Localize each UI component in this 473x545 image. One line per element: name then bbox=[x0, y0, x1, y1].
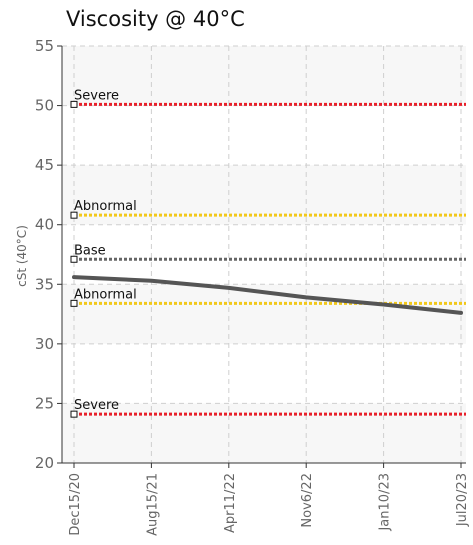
chart-title: Viscosity @ 40°C bbox=[66, 7, 245, 31]
reference-label: Severe bbox=[74, 398, 119, 413]
y-tick-label: 40 bbox=[35, 216, 54, 234]
y-tick-label: 55 bbox=[35, 37, 54, 55]
x-tick-label: Nov6/22 bbox=[300, 473, 315, 528]
reference-marker bbox=[70, 211, 78, 219]
reference-marker bbox=[70, 299, 78, 307]
y-axis-label: cSt (40°C) bbox=[15, 225, 29, 287]
reference-marker bbox=[70, 255, 78, 263]
series-line bbox=[72, 275, 463, 315]
x-tick-label: Dec15/20 bbox=[68, 473, 83, 536]
plot-band bbox=[62, 284, 466, 344]
plot-bands bbox=[62, 46, 466, 463]
reference-marker bbox=[70, 410, 78, 418]
y-tick-label: 35 bbox=[35, 275, 54, 293]
reference-lines: Severe Abnormal Base Abnormal Severe bbox=[70, 88, 466, 418]
reference-label: Severe bbox=[74, 88, 119, 103]
plot-band bbox=[62, 46, 466, 106]
reference-label: Abnormal bbox=[74, 287, 137, 302]
y-tick-label: 45 bbox=[35, 156, 54, 174]
reference-label: Base bbox=[74, 243, 106, 258]
reference-marker bbox=[70, 100, 78, 108]
series-group bbox=[72, 275, 463, 315]
reference-label: Abnormal bbox=[74, 199, 137, 214]
x-tick-label: Apr11/22 bbox=[223, 473, 238, 533]
y-tick-label: 20 bbox=[35, 454, 54, 472]
y-tick-label: 25 bbox=[35, 394, 54, 412]
x-tick-label: Jul20/23 bbox=[455, 473, 470, 527]
x-tick-label: Aug15/21 bbox=[145, 473, 160, 536]
grid-lines bbox=[62, 45, 466, 463]
y-tick-label: 30 bbox=[35, 335, 54, 353]
plot-band bbox=[62, 403, 466, 463]
axes bbox=[57, 45, 466, 468]
y-tick-label: 50 bbox=[35, 97, 54, 115]
x-tick-labels: Dec15/20 Aug15/21 Apr11/22 Nov6/22 Jan10/23 J… bbox=[68, 473, 470, 536]
x-tick-label: Jan10/23 bbox=[378, 473, 393, 532]
y-tick-labels: 20 25 30 35 40 45 50 55 bbox=[35, 37, 54, 472]
